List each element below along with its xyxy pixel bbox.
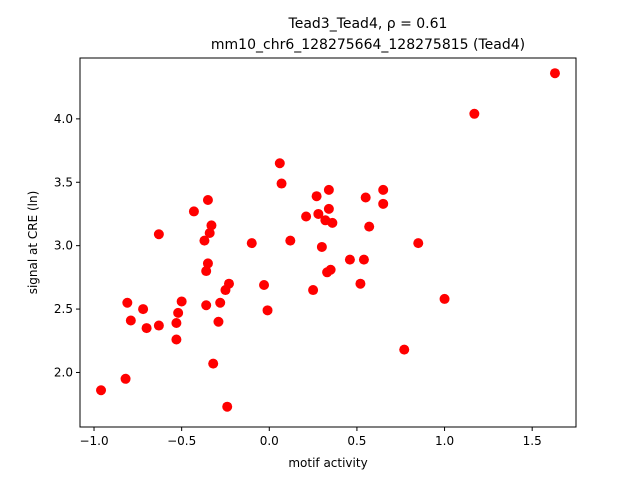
scatter-point-41: [325, 264, 336, 275]
scatter-point-53: [469, 108, 480, 119]
x-tick-label: −0.5: [167, 434, 196, 448]
scatter-point-51: [413, 238, 424, 249]
scatter-point-28: [262, 305, 273, 316]
scatter-point-1: [120, 373, 131, 384]
x-axis-label: motif activity: [288, 456, 367, 470]
scatter-point-33: [308, 285, 319, 296]
scatter-point-45: [358, 254, 369, 265]
scatter-point-34: [311, 191, 322, 202]
chart-title-line1: Tead3_Tead4, ρ = 0.61: [288, 16, 448, 32]
scatter-point-18: [204, 227, 215, 238]
x-tick-label: 0.5: [347, 434, 366, 448]
scatter-point-10: [173, 307, 184, 318]
scatter-point-8: [171, 334, 182, 345]
scatter-point-40: [323, 203, 334, 214]
points-layer: [96, 68, 560, 412]
scatter-point-26: [246, 238, 257, 249]
scatter-point-11: [176, 296, 187, 307]
y-tick-label: 2.5: [54, 302, 73, 316]
x-tick-label: 0.0: [260, 434, 279, 448]
scatter-point-54: [549, 68, 560, 79]
scatter-point-4: [138, 304, 149, 315]
y-tick-label: 3.5: [54, 175, 73, 189]
x-axis-ticks: −1.0 −0.5 0.0 0.5 1.0 1.5: [79, 427, 542, 448]
scatter-point-43: [344, 254, 355, 265]
scatter-point-24: [222, 401, 233, 412]
scatter-point-7: [153, 229, 164, 240]
scatter-point-52: [439, 293, 450, 304]
scatter-point-35: [313, 208, 324, 219]
scatter-point-39: [323, 184, 334, 195]
scatter-point-31: [285, 235, 296, 246]
scatter-point-0: [96, 385, 107, 396]
scatter-point-47: [364, 221, 375, 232]
scatter-point-16: [202, 258, 213, 269]
scatter-point-22: [215, 297, 226, 308]
scatter-point-29: [274, 158, 285, 169]
scatter-point-12: [188, 206, 199, 217]
scatter-point-14: [201, 300, 212, 311]
scatter-point-42: [327, 217, 338, 228]
scatter-point-21: [213, 316, 224, 327]
scatter-point-48: [378, 184, 389, 195]
scatter-point-17: [202, 195, 213, 206]
scatter-point-46: [360, 192, 371, 203]
scatter-point-25: [223, 278, 234, 289]
scatter-point-49: [378, 198, 389, 209]
scatter-point-19: [206, 220, 217, 231]
plot-frame: [79, 57, 577, 428]
scatter-point-13: [199, 235, 210, 246]
scatter-point-3: [125, 315, 136, 326]
y-tick-label: 2.0: [54, 365, 73, 379]
y-tick-label: 3.0: [54, 239, 73, 253]
x-tick-label: 1.5: [523, 434, 542, 448]
y-tick-label: 4.0: [54, 112, 73, 126]
scatter-point-20: [208, 358, 219, 369]
scatter-point-9: [171, 318, 182, 329]
y-axis-label: signal at CRE (ln): [26, 191, 40, 295]
scatter-point-27: [259, 279, 270, 290]
scatter-point-32: [301, 211, 312, 222]
scatter-point-36: [316, 241, 327, 252]
scatter-point-5: [141, 323, 152, 334]
scatter-point-15: [201, 266, 212, 277]
scatter-point-30: [276, 178, 287, 189]
y-axis-ticks: 2.0 2.5 3.0 3.5 4.0: [54, 112, 80, 379]
scatter-point-2: [122, 297, 133, 308]
scatter-point-50: [399, 344, 410, 355]
x-tick-label: −1.0: [79, 434, 108, 448]
scatter-point-44: [355, 278, 366, 289]
x-tick-label: 1.0: [435, 434, 454, 448]
chart-title-line2: mm10_chr6_128275664_128275815 (Tead4): [211, 37, 525, 53]
scatter-point-6: [153, 320, 164, 331]
